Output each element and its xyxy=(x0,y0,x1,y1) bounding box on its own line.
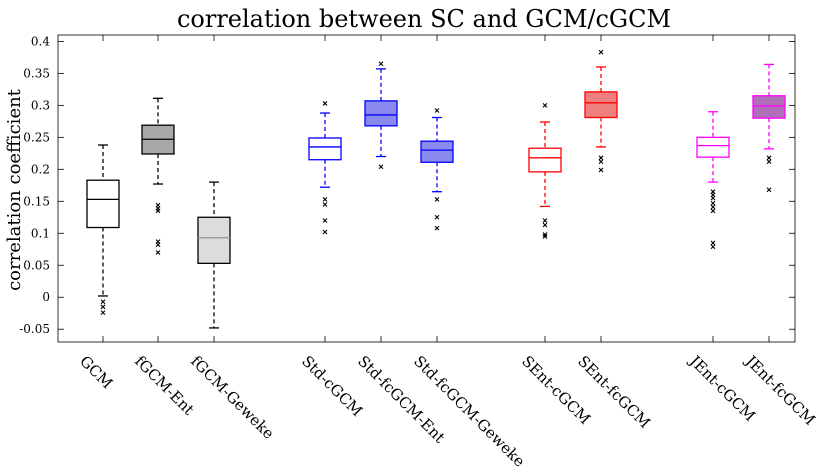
outlier-marker xyxy=(100,310,106,315)
y-tick-label: 0.2 xyxy=(31,162,50,176)
outlier-marker xyxy=(542,218,548,223)
outlier-marker xyxy=(434,196,440,202)
box-group xyxy=(584,49,618,173)
x-tick-label: fGCM-Ent xyxy=(131,352,198,419)
outlier-marker xyxy=(598,155,604,161)
outlier-marker xyxy=(100,299,106,305)
y-tick-label: -0.05 xyxy=(19,322,50,336)
x-tick-label: Std-fcGCM-Geweke xyxy=(410,352,528,470)
box-group xyxy=(696,111,730,250)
box-group xyxy=(308,101,342,235)
outlier-marker xyxy=(598,49,604,55)
y-tick-label: 0.35 xyxy=(23,66,50,80)
y-tick-label: 0.15 xyxy=(23,194,50,208)
y-tick-label: 0.4 xyxy=(31,34,50,48)
outlier-marker xyxy=(766,187,772,193)
outlier-marker xyxy=(434,225,440,231)
outlier-marker xyxy=(710,208,716,214)
box xyxy=(752,95,786,119)
y-tick-label: 0.05 xyxy=(23,258,50,272)
box-group xyxy=(752,63,786,193)
box-group xyxy=(528,102,562,239)
y-tick-label: 0 xyxy=(42,290,50,304)
box-group xyxy=(420,108,454,231)
outlier-marker xyxy=(710,204,716,210)
outlier-marker xyxy=(710,195,716,201)
outlier-marker xyxy=(542,102,548,108)
outlier-marker xyxy=(322,218,328,223)
x-tick-label: GCM xyxy=(76,352,116,392)
outlier-marker xyxy=(710,200,716,206)
outlier-marker xyxy=(322,101,328,106)
outlier-marker xyxy=(710,244,716,250)
outlier-marker xyxy=(434,214,440,220)
outlier-marker xyxy=(322,229,328,235)
outlier-marker xyxy=(155,208,161,214)
outlier-marker xyxy=(155,242,161,248)
outlier-marker xyxy=(378,61,384,67)
outlier-marker xyxy=(378,164,384,170)
box xyxy=(86,179,120,229)
box xyxy=(420,140,454,163)
box-group xyxy=(86,144,120,315)
x-tick-label: fGCM-Geweke xyxy=(187,352,278,443)
outlier-marker xyxy=(155,250,161,255)
box xyxy=(197,216,231,264)
outlier-marker xyxy=(598,167,604,173)
box xyxy=(696,136,730,158)
y-tick-label: 0.25 xyxy=(23,130,50,144)
y-axis: -0.05 0 0.05 0.1 0.15 0.2 0.25 0.3 0.35 0.4 xyxy=(19,34,795,336)
box xyxy=(364,100,398,127)
box xyxy=(308,137,342,161)
outlier-marker xyxy=(434,108,440,113)
box-group xyxy=(141,97,175,255)
y-tick-label: 0.3 xyxy=(31,98,50,112)
outlier-marker xyxy=(766,159,772,165)
plot-frame xyxy=(57,34,796,343)
y-axis-title: correlation coefficient xyxy=(4,88,25,291)
box xyxy=(528,147,562,173)
outlier-marker xyxy=(766,155,772,161)
box-group xyxy=(364,61,398,170)
boxes xyxy=(86,49,786,329)
box-group xyxy=(197,181,231,329)
outlier-marker xyxy=(322,202,328,207)
y-tick-label: 0.1 xyxy=(31,226,50,240)
outlier-marker xyxy=(598,159,604,165)
box xyxy=(584,91,618,119)
outlier-marker xyxy=(100,304,106,310)
outlier-marker xyxy=(322,196,328,202)
outlier-marker xyxy=(710,240,716,246)
chart-title: correlation between SC and GCM/cGCM xyxy=(177,5,671,33)
outlier-marker xyxy=(542,234,548,239)
outlier-marker xyxy=(542,222,548,228)
